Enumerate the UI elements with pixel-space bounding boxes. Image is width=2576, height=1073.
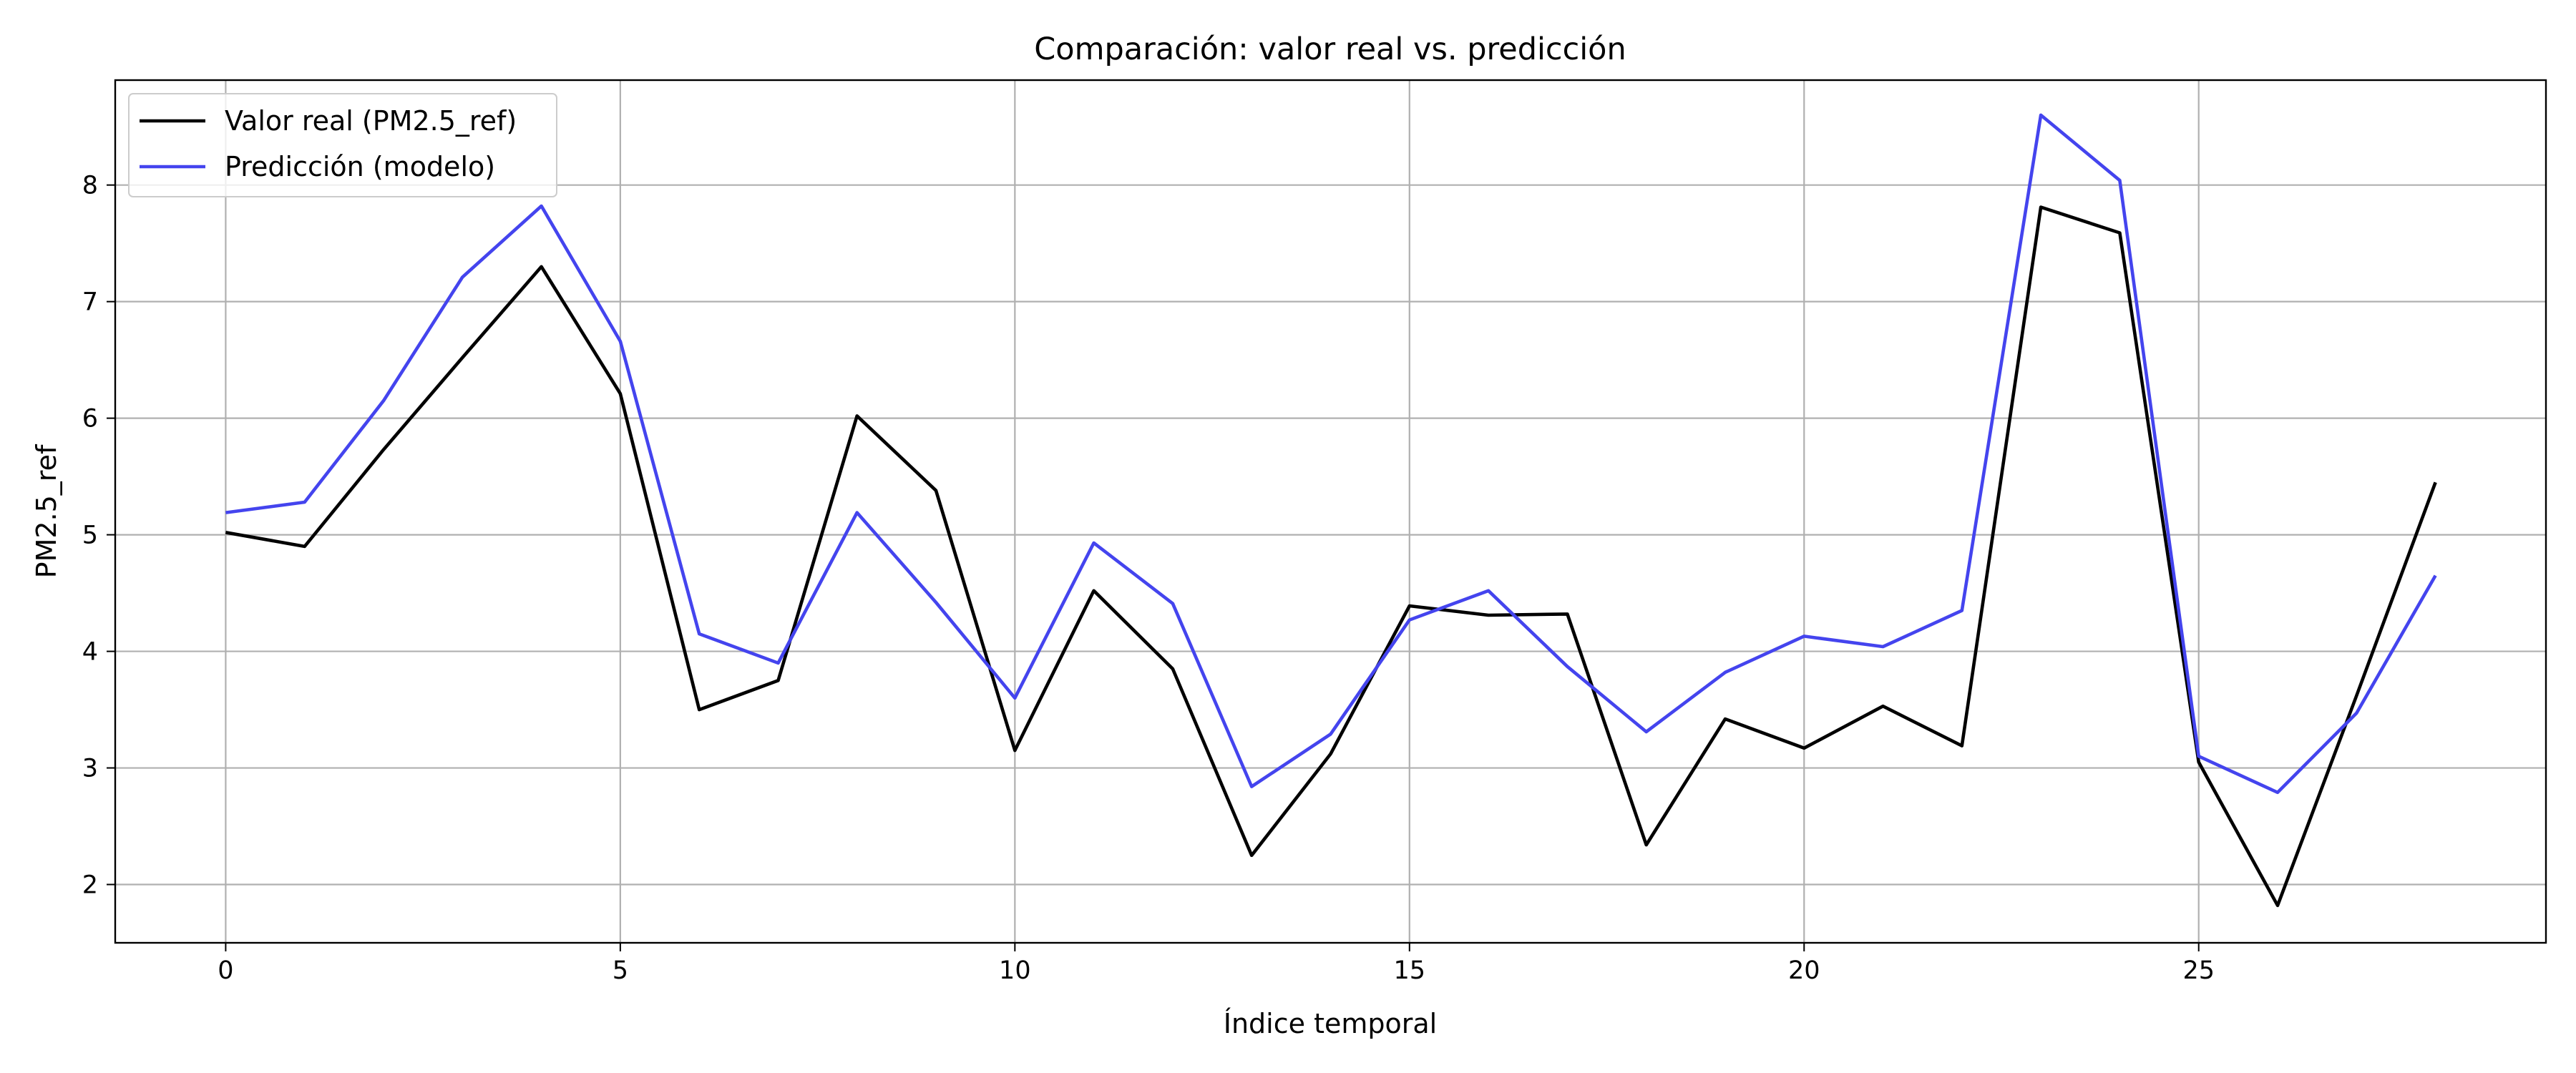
y-tick-label: 7 [82, 288, 98, 317]
legend-label-real: Valor real (PM2.5_ref) [225, 105, 517, 137]
y-tick-label: 2 [82, 871, 98, 900]
legend-box [128, 93, 557, 197]
y-tick-label: 6 [82, 405, 98, 433]
y-axis-ticks: 2 3 4 5 6 7 8 [82, 172, 115, 900]
legend: Valor real (PM2.5_ref) Predicción (model… [128, 93, 557, 197]
x-tick-label: 0 [218, 956, 233, 985]
series-group [225, 113, 2437, 908]
grid [115, 80, 2546, 943]
y-tick-label: 4 [82, 638, 98, 667]
y-tick-label: 3 [82, 755, 98, 783]
series-line-real [225, 205, 2437, 908]
x-tick-label: 5 [613, 956, 628, 985]
legend-label-prediction: Predicción (modelo) [225, 151, 495, 182]
plot-frame [114, 79, 2547, 944]
chart-title: Comparación: valor real vs. predicción [1034, 31, 1626, 67]
x-axis-label: Índice temporal [1224, 1008, 1437, 1039]
y-tick-label: 5 [82, 521, 98, 550]
x-tick-label: 15 [1394, 956, 1426, 985]
series-line-prediction [225, 113, 2437, 795]
y-axis-label: PM2.5_ref [31, 444, 62, 578]
x-tick-label: 25 [2182, 956, 2215, 985]
x-axis-ticks: 0 5 10 15 20 25 [218, 943, 2215, 985]
x-tick-label: 20 [1788, 956, 1820, 985]
x-tick-label: 10 [999, 956, 1031, 985]
y-tick-label: 8 [82, 172, 98, 200]
